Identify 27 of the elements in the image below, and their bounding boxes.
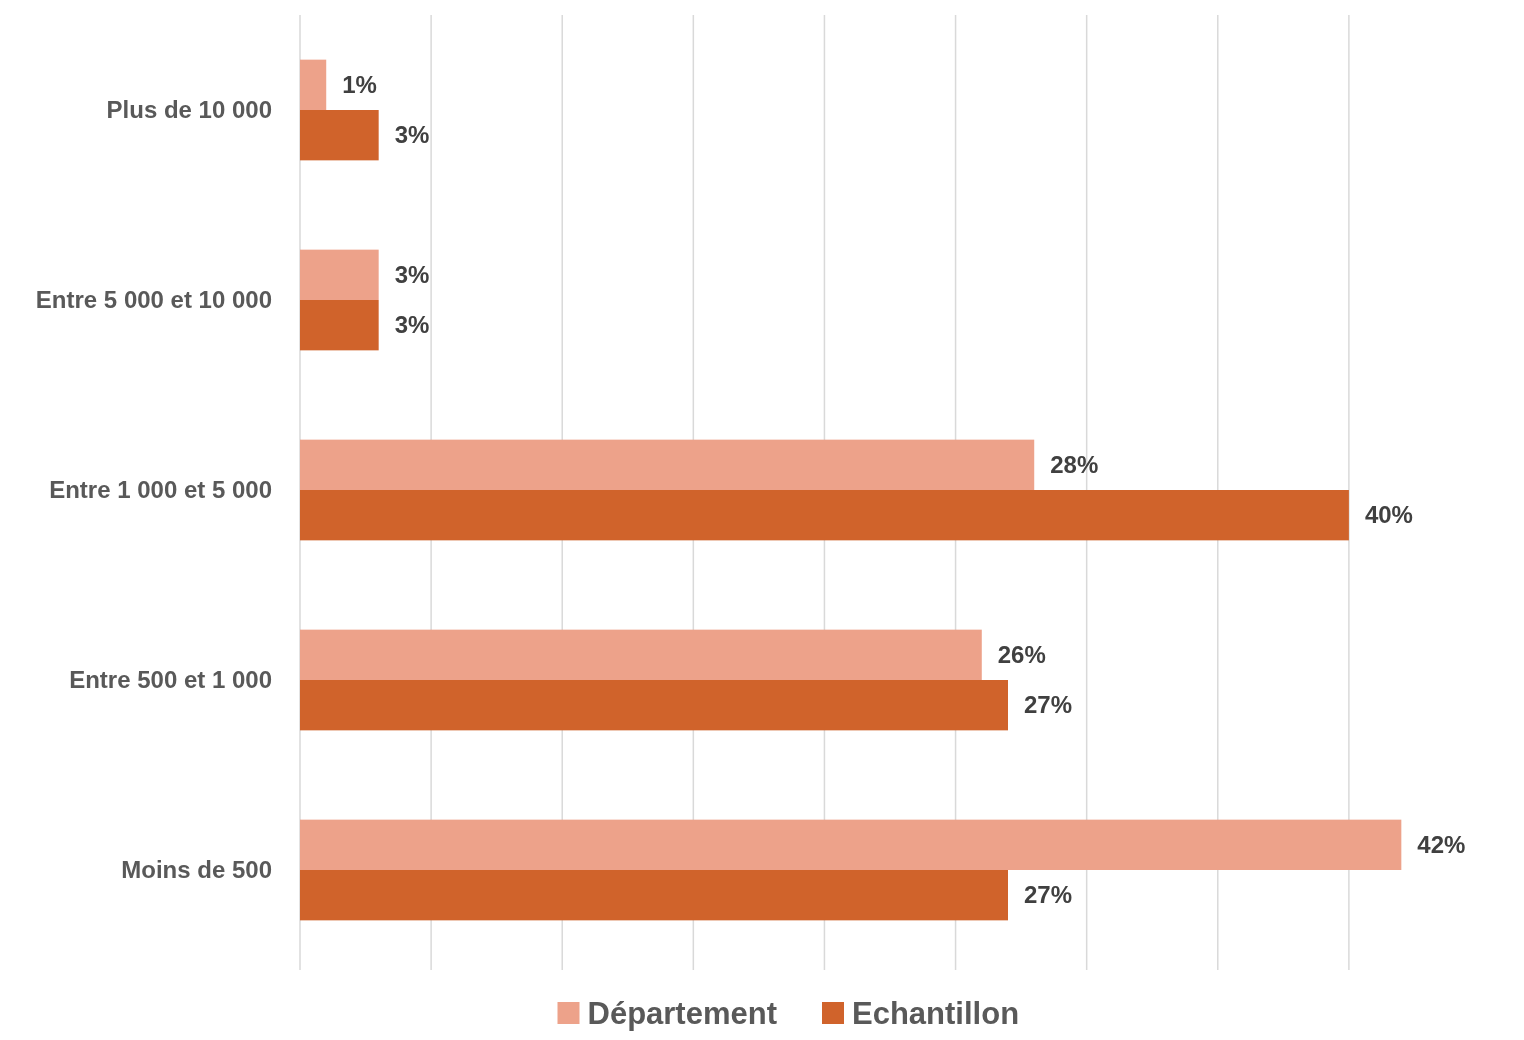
bar — [300, 680, 1008, 731]
data-label: 42% — [1417, 830, 1466, 858]
data-label: 27% — [1024, 691, 1073, 719]
y-tick-label: Entre 5 000 et 10 000 — [35, 286, 272, 313]
bar — [300, 629, 982, 680]
data-label: 40% — [1364, 501, 1413, 529]
bar — [300, 249, 379, 300]
data-label: 3% — [394, 311, 430, 339]
bar — [300, 490, 1349, 541]
bar — [300, 110, 379, 161]
legend-label: Echantillon — [852, 996, 1020, 1031]
y-tick-label: Moins de 500 — [121, 856, 272, 883]
bar — [300, 59, 327, 110]
data-label: 3% — [394, 121, 430, 149]
data-label: 1% — [342, 70, 377, 98]
bar — [300, 439, 1035, 490]
data-label: 3% — [394, 260, 430, 288]
legend-label: Département — [587, 996, 777, 1031]
bar — [300, 870, 1008, 921]
bar — [300, 819, 1402, 870]
y-tick-label: Entre 1 000 et 5 000 — [49, 476, 272, 503]
data-label: 27% — [1024, 881, 1073, 909]
y-tick-label: Entre 500 et 1 000 — [69, 666, 272, 693]
bar — [300, 300, 379, 351]
y-tick-label: Plus de 10 000 — [106, 96, 272, 123]
data-label: 28% — [1050, 450, 1099, 478]
data-label: 26% — [997, 640, 1046, 668]
